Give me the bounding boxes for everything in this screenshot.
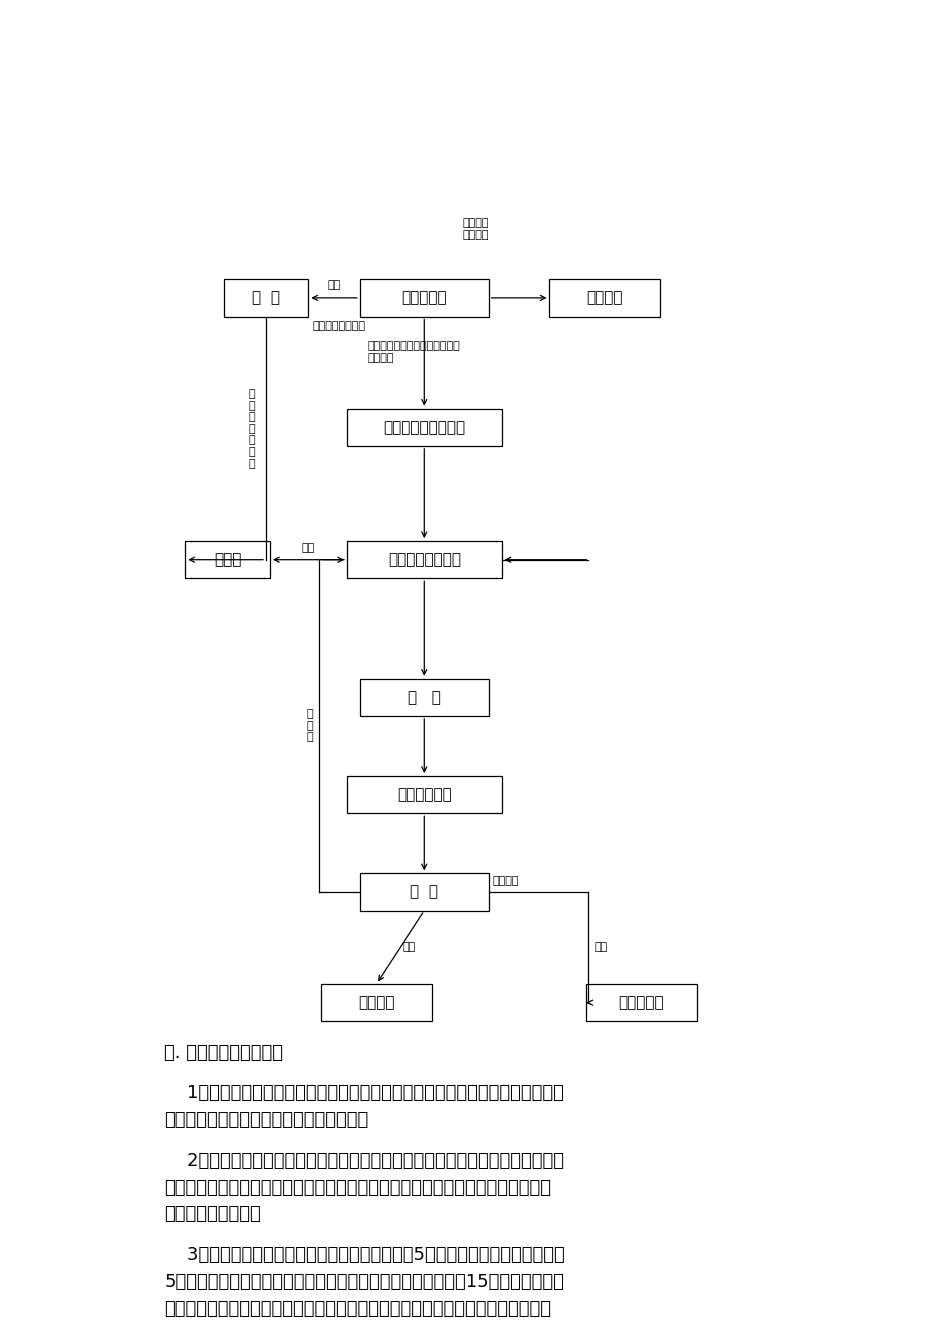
Text: 撑系统等专项施工方案，必须经过市建设领域技术权威部门论证通过后方可实施。: 撑系统等专项施工方案，必须经过市建设领域技术权威部门论证通过后方可实施。 xyxy=(164,1300,551,1317)
Text: 部结构形状，地下管线的种类、规格、分布；暗浜流砂层与管线的距离和大小，道: 部结构形状，地下管线的种类、规格、分布；暗浜流砂层与管线的距离和大小，道 xyxy=(164,1179,551,1196)
Bar xyxy=(347,542,502,578)
Text: 报告: 报告 xyxy=(328,280,341,289)
Bar xyxy=(321,984,431,1021)
Text: 总  监: 总 监 xyxy=(252,290,280,305)
Bar xyxy=(185,542,270,578)
Text: 建设方: 建设方 xyxy=(214,552,241,567)
Text: 总包复验合格: 总包复验合格 xyxy=(397,788,451,802)
Bar xyxy=(360,679,488,716)
Text: 对违规施工及存在隐患的，发出
整改指令: 对违规施工及存在隐患的，发出 整改指令 xyxy=(368,341,460,363)
Text: 报告: 报告 xyxy=(595,942,608,953)
Text: 2．调查清楚基坑周边环境，建（构）筑物的结构类型、层数、基础、埋深及上: 2．调查清楚基坑周边环境，建（构）筑物的结构类型、层数、基础、埋深及上 xyxy=(164,1152,564,1169)
Text: 施工总包安全负责人: 施工总包安全负责人 xyxy=(383,419,466,434)
Text: 继续施工: 继续施工 xyxy=(358,995,394,1011)
Bar xyxy=(360,874,488,910)
Text: 1．在工程开工前，项目监理组必须查阅相关资料，明确工程所处的工程地质及: 1．在工程开工前，项目监理组必须查阅相关资料，明确工程所处的工程地质及 xyxy=(164,1085,564,1102)
Text: 继续施工: 继续施工 xyxy=(586,290,623,305)
Text: 不
同
意: 不 同 意 xyxy=(307,710,314,742)
Text: 监  理: 监 理 xyxy=(410,884,438,899)
Text: 拒不整改: 拒不整改 xyxy=(492,876,519,886)
Bar xyxy=(360,280,488,317)
Text: 报告: 报告 xyxy=(302,543,315,554)
Text: 水文条件，是否有暗浜、流砂等不良地质。: 水文条件，是否有暗浜、流砂等不良地质。 xyxy=(164,1111,369,1129)
Text: 四. 安全监理控制要点：: 四. 安全监理控制要点： xyxy=(164,1044,283,1062)
Text: 3．本工程地基与基础工程施工，开挖深度超过5米的基坑（槽）或深度未超过: 3．本工程地基与基础工程施工，开挖深度超过5米的基坑（槽）或深度未超过 xyxy=(164,1246,565,1263)
Text: 5米但地质情况和周边环境较复杂的基坑（槽）或土质边坡超过15米或采取特殊支: 5米但地质情况和周边环境较复杂的基坑（槽）或土质边坡超过15米或采取特殊支 xyxy=(164,1273,564,1290)
Text: 同意: 同意 xyxy=(402,942,415,953)
Text: 施工总包项目经理: 施工总包项目经理 xyxy=(388,552,461,567)
Bar xyxy=(347,775,502,813)
Bar xyxy=(223,280,309,317)
Text: 受监安监站: 受监安监站 xyxy=(618,995,664,1011)
Text: 路的距离和车流等。: 路的距离和车流等。 xyxy=(164,1206,261,1223)
Bar xyxy=(347,409,502,446)
Bar xyxy=(549,280,660,317)
Text: 口头提出
立即整改: 口头提出 立即整改 xyxy=(463,218,489,241)
Text: 项目监理组: 项目监理组 xyxy=(402,290,447,305)
Text: 下
达
工
程
暂
停
令: 下 达 工 程 暂 停 令 xyxy=(248,388,255,469)
Bar xyxy=(586,984,696,1021)
Text: 安全监理情况严重: 安全监理情况严重 xyxy=(312,321,365,331)
Text: 整   改: 整 改 xyxy=(408,689,441,704)
